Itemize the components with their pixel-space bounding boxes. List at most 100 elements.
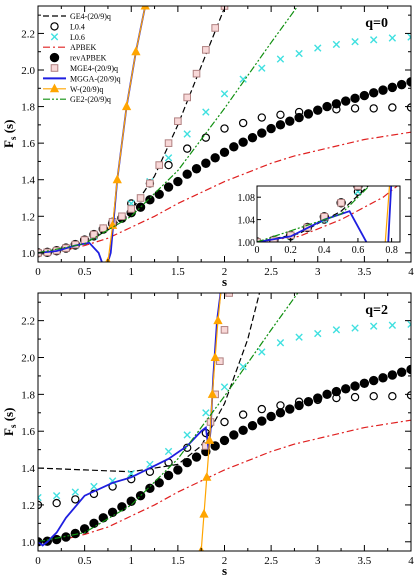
p1-series-1-point-17: [350, 392, 360, 402]
p1-series-4-point-8: [107, 507, 118, 517]
legend-label-8: GE2-(20/9)q: [70, 95, 111, 104]
p0-series-4-point-12: [145, 195, 155, 205]
p1-xtick-label-2: 1: [129, 555, 135, 567]
p0-ytick-label-6: 2.2: [21, 28, 35, 40]
p0-panel-label: q=0: [365, 16, 388, 31]
p0-series-2-point-12: [258, 64, 266, 72]
p0-series-7-point-4: [131, 46, 141, 56]
p0-series-4-point-38: [387, 82, 398, 93]
p0-series-5-point-15: [174, 117, 182, 126]
legend-label-7: W-(20/9)q: [70, 85, 103, 94]
inset-ytick-label-2: 1.08: [238, 193, 256, 204]
p0-ylabel-paren: (s): [1, 120, 16, 137]
p1-series-2-point-15: [314, 329, 322, 338]
p0-series-5-point-19: [211, 24, 219, 32]
p1-series-4-point-27: [285, 404, 295, 414]
p1-series-2-point-2: [71, 488, 79, 496]
p1-series-4-point-31: [322, 389, 332, 400]
p0-series-2-point-18: [370, 36, 378, 44]
p1-series-4-point-36: [369, 375, 379, 386]
p1-ytick-label-4: 1.8: [21, 389, 35, 401]
p0-series-2-point-10: [220, 90, 229, 98]
inset-series-7-point-2: [396, 14, 404, 21]
p0-series-5-point-12: [146, 179, 154, 188]
legend-marker-7: [49, 83, 60, 93]
p1-series-4-point-37: [378, 373, 388, 383]
p1-series-4-point-39: [396, 367, 407, 377]
inset-series-6-line: [257, 186, 393, 242]
p0-series-2-point-20: [407, 33, 411, 41]
p1-ytick-label-2: 1.4: [21, 463, 35, 475]
p0-series-4-point-18: [201, 158, 211, 168]
p0-ytick-label-5: 2.0: [21, 65, 35, 77]
inset-series-5-point-8: [388, 144, 395, 151]
p0-ytick-label-2: 1.4: [21, 175, 35, 187]
legend-marker-2: [50, 33, 59, 41]
p1-xtick-label-0: 0: [35, 555, 41, 567]
p0-series-5-point-17: [192, 69, 201, 78]
p0-series-4-point-16: [182, 169, 192, 179]
p0-series-5-point-7: [99, 224, 108, 232]
p0-series-5-point-16: [183, 93, 191, 102]
bottom-panel-q2: 0 0.5 1 1.5 2 2.5 3 3.5 41.01.21.41.61.82.02.2sF…: [1, 292, 414, 578]
p0-series-4-point-11: [135, 202, 146, 212]
p0-series-0-line: [38, 6, 227, 254]
inset-series-5-point-6: [354, 186, 362, 190]
p1-series-1-point-10: [220, 417, 229, 427]
p0-series-4-point-30: [313, 105, 323, 115]
p0-series-4-point-34: [350, 93, 360, 104]
p1-series-4-point-11: [135, 491, 146, 501]
p1-ylabel: Fs (s): [1, 408, 18, 436]
p1-xtick-label-3: 1.5: [171, 555, 185, 567]
p1-series-2-point-18: [370, 322, 378, 330]
p1-series-4-point-24: [257, 416, 267, 426]
p1-ytick-label-1: 1.2: [21, 500, 35, 512]
inset-xtick-label-4: 0.8: [385, 245, 398, 256]
p0-ytick-label-1: 1.2: [21, 211, 35, 223]
p1-series-7-point-4: [207, 389, 218, 398]
p0-series-2-point-15: [314, 44, 322, 52]
p0-ytick-label-4: 1.8: [21, 102, 35, 114]
p0-series-5-point-14: [164, 139, 173, 147]
p1-ylabel-paren: (s): [1, 408, 16, 425]
p1-series-4-point-14: [163, 470, 174, 481]
inset-ytick-label-1: 1.04: [238, 216, 256, 227]
p0-series-7-point-2: [112, 174, 122, 184]
p1-series-1-point-2: [71, 495, 80, 504]
p1-series-4-point-7: [98, 513, 108, 523]
p1-xtick-label-8: 4: [408, 555, 414, 567]
p0-series-4-point-32: [331, 99, 342, 109]
p0-series-4-point-20: [219, 147, 230, 157]
p1-series-4-point-5: [79, 524, 90, 534]
p1-xtick-label-6: 3: [315, 555, 321, 567]
p0-series-2-point-13: [276, 55, 285, 63]
inset-series-4-point-8: [387, 148, 395, 156]
p1-series-4-point-28: [294, 400, 304, 411]
p0-xtick-label-4: 2: [222, 266, 228, 278]
p1-series-4-point-35: [359, 378, 370, 388]
p1-xtick-label-4: 2: [222, 555, 228, 567]
p0-xlabel: s: [222, 274, 227, 289]
p1-series-2-point-17: [351, 324, 359, 332]
p1-xtick-label-5: 2.5: [264, 555, 278, 567]
p0-series-7-point-5: [140, 6, 150, 10]
p0-series-4-point-23: [247, 132, 258, 143]
p1-ytick-label-0: 1.0: [21, 537, 35, 549]
p0-series-4-point-13: [154, 189, 164, 200]
p1-series-4-point-16: [182, 457, 192, 468]
p1-xtick-label-1: 0.5: [78, 555, 92, 567]
p1-series-2-point-19: [388, 321, 397, 329]
p0-xtick-label-2: 1: [129, 266, 135, 278]
inset-xtick-label-0: 0: [255, 245, 260, 256]
p0-series-2-point-17: [351, 37, 359, 46]
p0-series-4-point-29: [303, 109, 314, 119]
p0-xtick-label-7: 3.5: [358, 266, 372, 278]
p1-series-2-point-12: [258, 348, 266, 356]
p1-series-4-point-9: [117, 502, 127, 512]
p1-series-2-point-11: [239, 363, 247, 371]
p0-series-4-point-26: [275, 120, 286, 130]
p0-series-1-point-18: [369, 104, 378, 113]
inset-series-1-point-4: [388, 143, 395, 150]
p0-series-7-point-3: [121, 101, 132, 111]
